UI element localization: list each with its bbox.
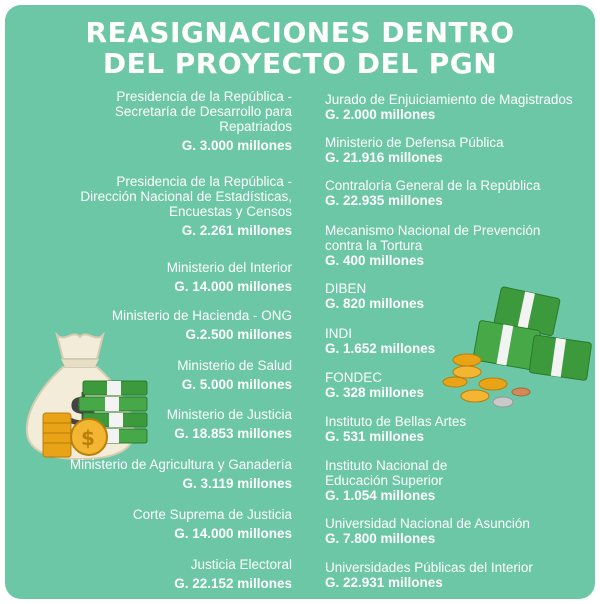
list-item: Mecanismo Nacional de Prevención contra …: [325, 223, 590, 268]
item-amount: G. 5.000 millones: [181, 377, 292, 392]
list-item: INDI G. 1.652 millones: [325, 326, 590, 356]
item-name: Instituto Nacional de Educación Superior: [325, 458, 448, 488]
item-name: Universidad Nacional de Asunción: [325, 516, 530, 531]
item-amount: G. 2.000 millones: [325, 107, 436, 122]
item-amount: G. 2.261 millones: [181, 223, 292, 238]
list-item: Ministerio de Salud G. 5.000 millones: [12, 358, 292, 392]
list-item: Justicia Electoral G. 22.152 millones: [12, 557, 292, 591]
item-name: Ministerio de Hacienda - ONG: [111, 308, 292, 323]
item-amount: G.2.500 millones: [185, 327, 292, 342]
item-amount: G. 7.800 millones: [325, 531, 436, 546]
item-name: Instituto de Bellas Artes: [325, 414, 467, 429]
title-line-1: REASIGNACIONES DENTRO: [85, 16, 515, 49]
item-amount: G. 400 millones: [325, 253, 425, 268]
list-item: Jurado de Enjuiciamiento de Magistrados …: [325, 92, 590, 122]
item-name: Ministerio de Defensa Pública: [325, 135, 504, 150]
item-name: INDI: [325, 326, 352, 341]
item-amount: G. 1.652 millones: [325, 341, 436, 356]
list-item: DIBEN G. 820 millones: [325, 281, 590, 311]
item-name: DIBEN: [325, 281, 367, 296]
item-name: Ministerio de Salud: [177, 358, 292, 373]
item-name: Ministerio de Justicia: [166, 407, 292, 422]
item-name: Presidencia de la República - Secretaría…: [114, 89, 292, 134]
list-item: Presidencia de la República - Secretaría…: [12, 89, 292, 153]
item-name: Ministerio del Interior: [166, 260, 292, 275]
coin-symbol: $: [81, 426, 95, 450]
item-amount: G. 21.916 millones: [325, 150, 443, 165]
item-name: Ministerio de Agricultura y Ganadería: [69, 457, 292, 472]
item-name: Mecanismo Nacional de Prevención contra …: [325, 223, 541, 253]
title-line-2: DEL PROYECTO DEL PGN: [102, 47, 498, 80]
item-amount: G. 22.935 millones: [325, 193, 443, 208]
banknote-stack-icon: [442, 286, 592, 408]
item-amount: G. 18.853 millones: [174, 426, 292, 441]
item-amount: G. 22.931 millones: [325, 575, 443, 590]
item-amount: G. 820 millones: [325, 296, 425, 311]
item-amount: G. 1.054 millones: [325, 488, 436, 503]
item-name: Corte Suprema de Justicia: [132, 507, 292, 522]
item-name: Universidades Públicas del Interior: [325, 560, 533, 575]
item-amount: G. 328 millones: [325, 385, 425, 400]
item-amount: G. 531 millones: [325, 429, 425, 444]
list-item: Universidad Nacional de Asunción G. 7.80…: [325, 516, 590, 546]
list-item: Universidades Públicas del Interior G. 2…: [325, 560, 590, 590]
list-item: Ministerio de Agricultura y Ganadería G.…: [5, 457, 292, 491]
list-item: FONDEC G. 328 millones: [325, 370, 590, 400]
item-name: Presidencia de la República - Dirección …: [80, 174, 292, 219]
coin-stack-icon: $: [42, 412, 108, 458]
item-name: Justicia Electoral: [190, 557, 292, 572]
list-item: Contraloría General de la República G. 2…: [325, 178, 590, 208]
list-item: Ministerio de Justicia G. 18.853 millone…: [12, 407, 292, 441]
list-item: Presidencia de la República - Dirección …: [12, 174, 292, 238]
item-name: FONDEC: [325, 370, 382, 385]
infographic-card: REASIGNACIONES DENTRO DEL PROYECTO DEL P…: [5, 5, 595, 599]
item-amount: G. 3.000 millones: [181, 138, 292, 153]
list-item: Ministerio de Defensa Pública G. 21.916 …: [325, 135, 590, 165]
list-item: Instituto de Bellas Artes G. 531 millone…: [325, 414, 590, 444]
item-name: Jurado de Enjuiciamiento de Magistrados: [325, 92, 573, 107]
list-item: Instituto Nacional de Educación Superior…: [325, 458, 590, 503]
item-amount: G. 3.119 millones: [182, 476, 292, 491]
item-name: Contraloría General de la República: [325, 178, 541, 193]
list-item: Corte Suprema de Justicia G. 14.000 mill…: [12, 507, 292, 541]
list-item: Ministerio de Hacienda - ONG G.2.500 mil…: [12, 308, 292, 342]
item-amount: G. 22.152 millones: [174, 576, 292, 591]
item-amount: G. 14.000 millones: [174, 526, 292, 541]
page-title: REASIGNACIONES DENTRO DEL PROYECTO DEL P…: [5, 17, 595, 79]
list-item: Ministerio del Interior G. 14.000 millon…: [12, 260, 292, 294]
item-amount: G. 14.000 millones: [174, 279, 292, 294]
